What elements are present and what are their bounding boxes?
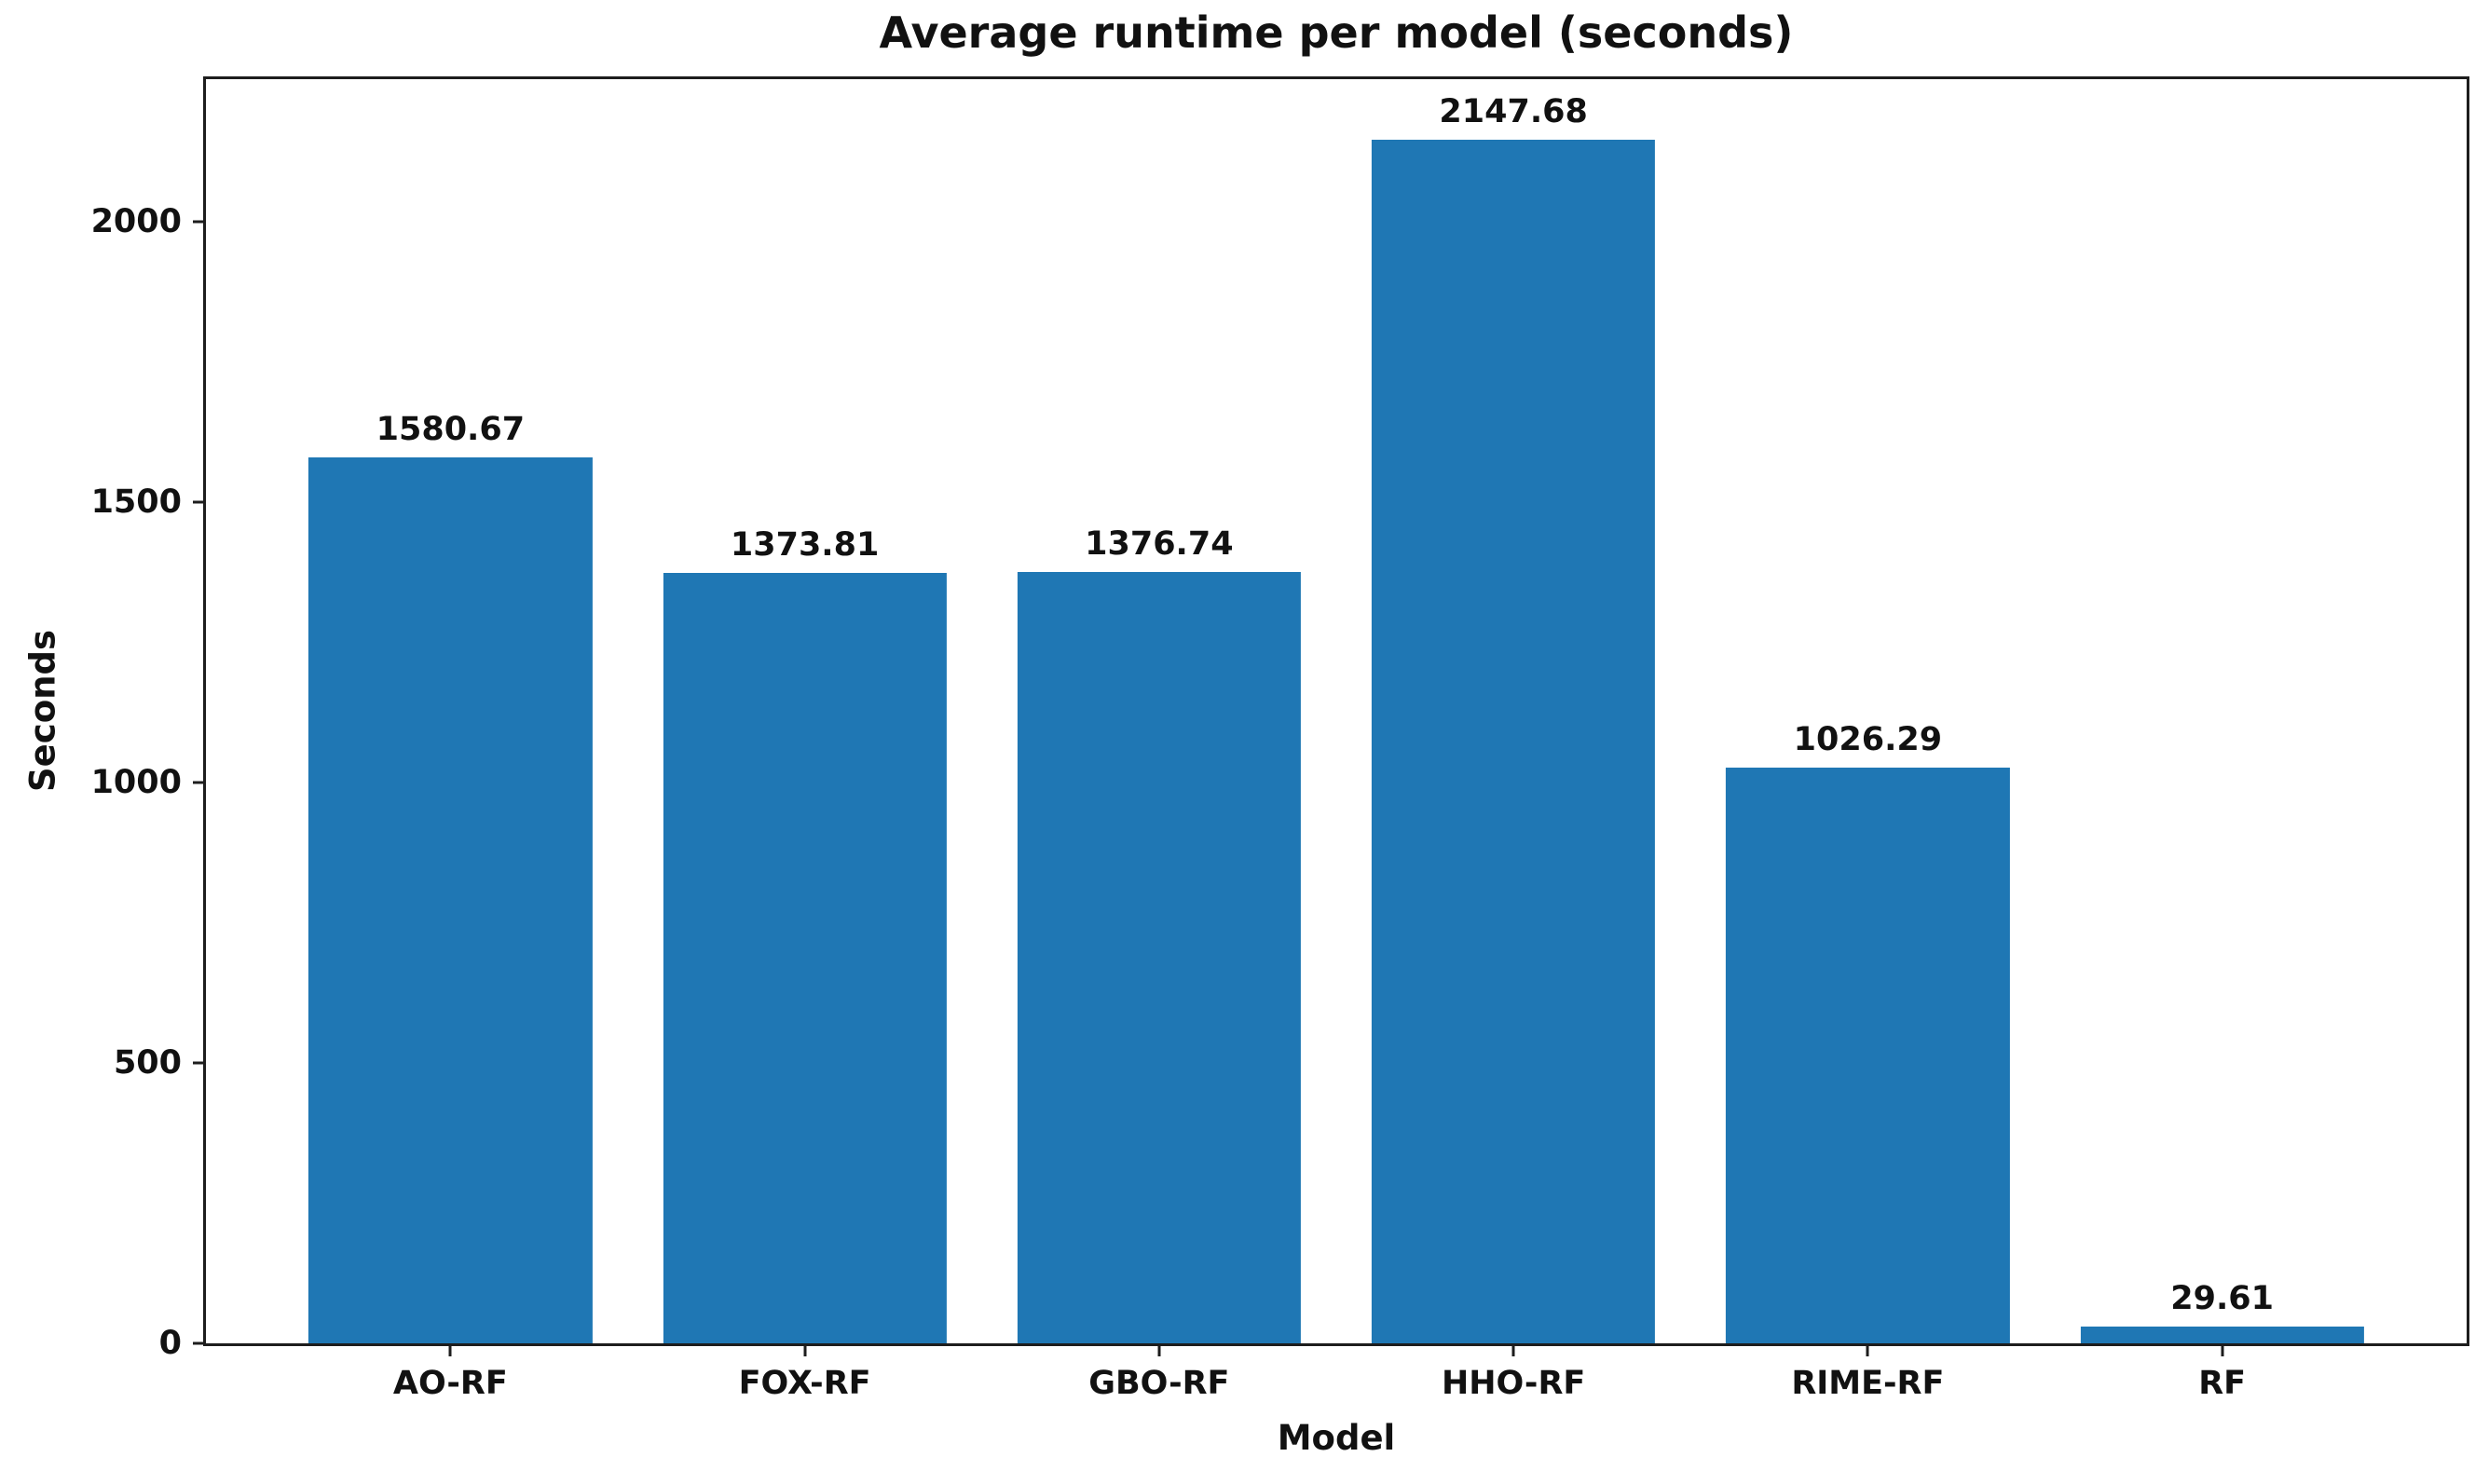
- bar-ao-rf: [308, 456, 593, 1343]
- y-tick-label-500: 500: [113, 1043, 182, 1082]
- x-tick-label-ao-rf: AO-RF: [392, 1365, 508, 1402]
- y-tick-label-0: 0: [158, 1324, 182, 1362]
- bar-rime-rf: [1726, 768, 2010, 1343]
- x-tick-label-rime-rf: RIME-RF: [1791, 1365, 1945, 1402]
- x-tick-label-hho-rf: HHO-RF: [1441, 1365, 1586, 1402]
- x-tick-mark: [1511, 1343, 1515, 1356]
- y-tick-mark: [193, 1061, 206, 1065]
- y-axis-label: Seconds: [22, 630, 63, 792]
- x-tick-label-rf: RF: [2198, 1365, 2247, 1402]
- x-tick-mark: [803, 1343, 807, 1356]
- x-axis-label: Model: [1277, 1418, 1396, 1458]
- y-tick-label-1500: 1500: [90, 483, 182, 521]
- chart-title: Average runtime per model (seconds): [879, 7, 1794, 58]
- y-tick-label-1000: 1000: [90, 763, 182, 801]
- x-tick-mark: [1157, 1343, 1161, 1356]
- bar-value-label: 1373.81: [730, 526, 880, 565]
- bar-fox-rf: [663, 573, 947, 1343]
- x-tick-mark: [448, 1343, 452, 1356]
- bar-value-label: 1580.67: [376, 410, 526, 448]
- x-tick-label-fox-rf: FOX-RF: [738, 1365, 871, 1402]
- bar-gbo-rf: [1017, 571, 1301, 1343]
- x-tick-mark: [2221, 1343, 2224, 1356]
- plot-area: 1580.67 AO-RF 1373.81 FOX-RF 1376.74 GBO-RF 21…: [91, 76, 2469, 1400]
- bar-value-label: 2147.68: [1439, 92, 1588, 130]
- bar-value-label: 1376.74: [1085, 524, 1234, 563]
- y-tick-mark: [193, 500, 206, 504]
- x-tick-mark: [1866, 1343, 1869, 1356]
- bar-hho-rf: [1372, 139, 1656, 1343]
- y-tick-label-2000: 2000: [90, 202, 182, 240]
- x-tick-label-gbo-rf: GBO-RF: [1088, 1365, 1230, 1402]
- bar-value-label: 29.61: [2170, 1280, 2274, 1318]
- bar-rf: [2080, 1327, 2364, 1343]
- y-tick-mark: [193, 781, 206, 784]
- bar-value-label: 1026.29: [1793, 721, 1943, 759]
- y-tick-mark: [193, 220, 206, 224]
- y-tick-mark: [193, 1341, 206, 1345]
